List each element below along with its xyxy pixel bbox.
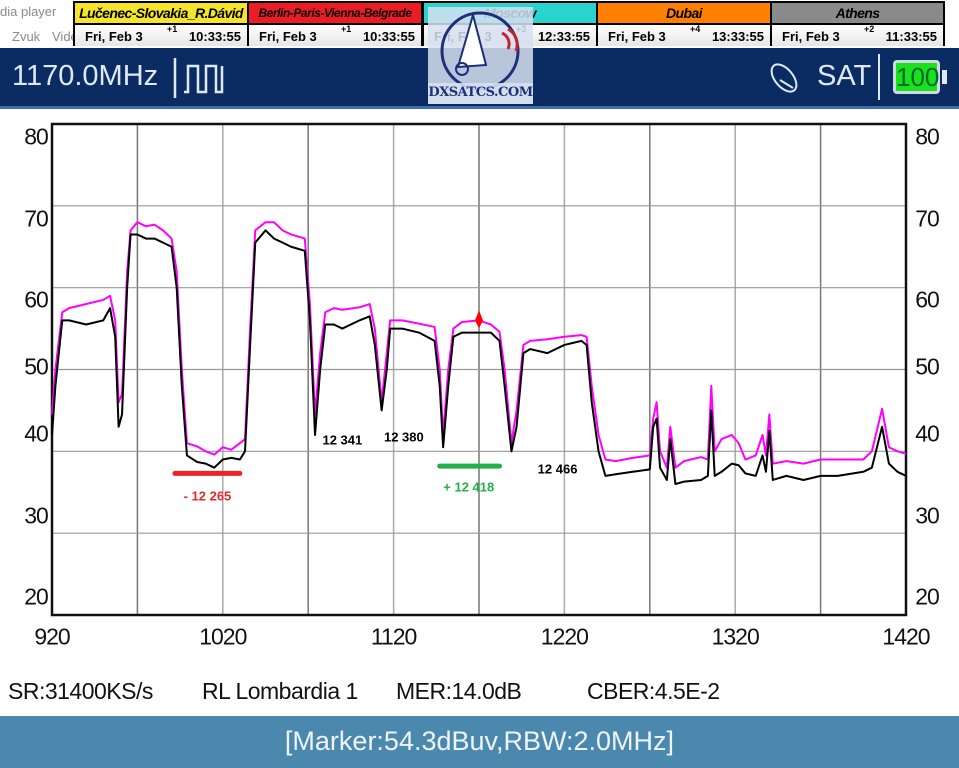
clock-3: Dubai Fri, Feb 3 +4 13:33:55	[596, 1, 772, 46]
y-tick-label-right: 50	[915, 353, 940, 380]
clock-time: 10:33:55	[362, 29, 415, 44]
clock-offset: +1	[167, 24, 178, 34]
clock-date: Fri, Feb 3	[782, 29, 840, 44]
clock-0: Lučenec-Slovakia_R.Dávid Fri, Feb 3 +1 1…	[73, 1, 249, 46]
clock-city: Berlin-Paris-Vienna-Belgrade	[249, 3, 421, 25]
clock-offset: +2	[864, 24, 875, 34]
clock-offset: +4	[690, 24, 701, 34]
header-divider	[878, 54, 880, 100]
live-trace	[51, 229, 907, 486]
transponder-label: 12 466	[537, 461, 578, 477]
transponder-label: 12 341	[322, 432, 363, 448]
channel-name: RL Lombardia 1	[202, 678, 358, 704]
plot-border	[50, 122, 908, 617]
y-tick-label-left: 40	[24, 420, 49, 447]
x-tick-label: 1320	[711, 623, 760, 650]
menu-item-video[interactable]: Vide	[52, 29, 78, 44]
mode-label: SAT	[817, 60, 872, 92]
y-tick-label-left: 80	[24, 123, 49, 150]
max-hold-trace	[51, 221, 907, 469]
clock-date: Fri, Feb 3	[85, 29, 143, 44]
marker-diamond	[475, 310, 483, 329]
marker-status-bar: [Marker:54.3dBuv,RBW:2.0MHz]	[0, 716, 959, 768]
x-tick-label: 1020	[199, 623, 247, 650]
y-tick-label-right: 30	[915, 502, 940, 529]
y-tick-label-left: 20	[24, 583, 49, 610]
y-tick-label-left: 30	[24, 502, 49, 529]
square-wave-icon	[173, 58, 224, 98]
mer-readout: MER:14.0dB	[396, 678, 522, 704]
clock-city: Athens	[772, 3, 943, 25]
symbol-rate: SR:31400KS/s	[8, 678, 153, 704]
clock-1: Berlin-Paris-Vienna-Belgrade Fri, Feb 3 …	[247, 1, 423, 46]
transponder-label: - 12 265	[183, 488, 232, 504]
y-tick-label-left: 70	[24, 205, 49, 232]
battery-tip	[942, 70, 947, 84]
battery-indicator: 100	[893, 60, 940, 94]
clock-time: 13:33:55	[711, 29, 764, 44]
clock-city: Dubai	[598, 3, 770, 25]
y-tick-label-right: 70	[915, 205, 940, 232]
clock-date: Fri, Feb 3	[608, 29, 666, 44]
y-tick-label-left: 60	[24, 286, 49, 313]
y-tick-label-left: 50	[24, 353, 49, 380]
cber-readout: CBER:4.5E-2	[587, 678, 720, 704]
x-tick-label: 1220	[540, 623, 589, 650]
x-tick-label: 920	[34, 623, 70, 650]
app-title: dia player	[0, 4, 57, 19]
clock-city: Lučenec-Slovakia_R.Dávid	[75, 3, 247, 25]
clock-date: Fri, Feb 3	[259, 29, 317, 44]
clock-4: Athens Fri, Feb 3 +2 11:33:55	[770, 1, 945, 46]
frequency-readout: 1170.0MHz	[12, 60, 159, 92]
x-tick-label: 1420	[882, 623, 930, 650]
dxsatcs-logo: DXSATCS.COM	[428, 7, 533, 104]
y-tick-label-right: 40	[915, 420, 940, 447]
clock-time: 10:33:55	[188, 29, 241, 44]
y-tick-label-right: 80	[915, 123, 940, 150]
clock-time: 11:33:55	[885, 29, 937, 44]
y-tick-label-right: 20	[915, 583, 940, 610]
satellite-dish-icon	[770, 63, 798, 93]
logo-text: DXSATCS.COM	[428, 85, 533, 100]
clock-time: 12:33:55	[537, 29, 590, 44]
transponder-label: + 12 418	[443, 479, 495, 495]
y-tick-label-right: 60	[915, 286, 940, 313]
transponder-label: 12 380	[383, 429, 424, 445]
menu-item-zvuk[interactable]: Zvuk	[12, 29, 41, 44]
x-tick-label: 1120	[370, 623, 417, 650]
spectrum-chart	[50, 122, 908, 617]
clock-offset: +1	[341, 24, 352, 34]
